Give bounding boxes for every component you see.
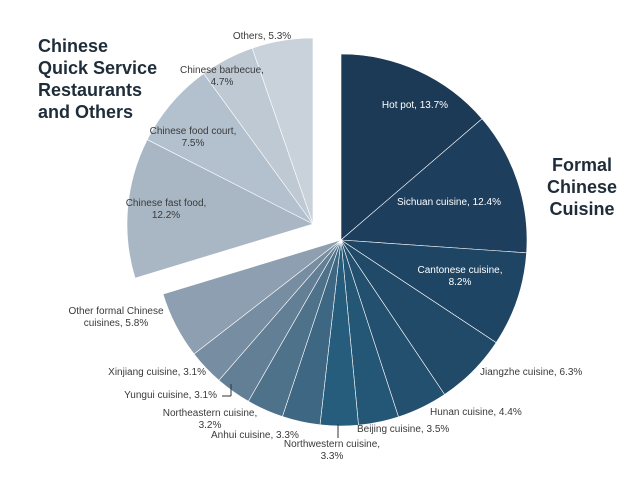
slice-label-quick-4: Others, 5.3% [233, 31, 291, 42]
pie-slice-formal-2 [340, 118, 528, 254]
slice-label-formal-1: Hot pot, 13.7% [382, 100, 448, 111]
slice-label-formal-12: Other formal Chinese cuisines, 5.8% [68, 306, 163, 329]
slice-label-quick-1: Chinese fast food, 12.2% [126, 198, 207, 221]
slice-label-formal-7: Northwestern cuisine, 3.3% [284, 439, 380, 462]
slice-label-formal-4: Jiangzhe cuisine, 6.3% [480, 367, 582, 378]
group-title-formal: Formal Chinese Cuisine [547, 155, 617, 219]
slice-label-formal-3: Cantonese cuisine, 8.2% [417, 265, 502, 288]
slice-label-formal-11: Xinjiang cuisine, 3.1% [108, 367, 206, 378]
pie-slice-formal-3 [339, 239, 527, 344]
slice-label-formal-6: Beijing cuisine, 3.5% [357, 424, 449, 435]
slice-label-formal-8: Anhui cuisine, 3.3% [211, 430, 299, 441]
slice-label-formal-5: Hunan cuisine, 4.4% [430, 407, 522, 418]
slice-label-quick-2: Chinese food court, 7.5% [150, 126, 237, 149]
slice-label-formal-2: Sichuan cuisine, 12.4% [397, 197, 501, 208]
pie-slice-quick-1 [126, 139, 314, 279]
slice-label-formal-10: Yungui cuisine, 3.1% [124, 390, 217, 401]
slice-label-quick-3: Chinese barbecue, 4.7% [180, 65, 264, 88]
group-title-quick-service: Chinese Quick Service Restaurants and Other… [38, 36, 157, 122]
pie-slice-formal-1 [340, 53, 483, 241]
pie-slice-quick-4 [251, 37, 314, 225]
pie-slice-formal-12 [162, 239, 342, 355]
slice-label-formal-9: Northeastern cuisine, 3.2% [163, 408, 258, 431]
